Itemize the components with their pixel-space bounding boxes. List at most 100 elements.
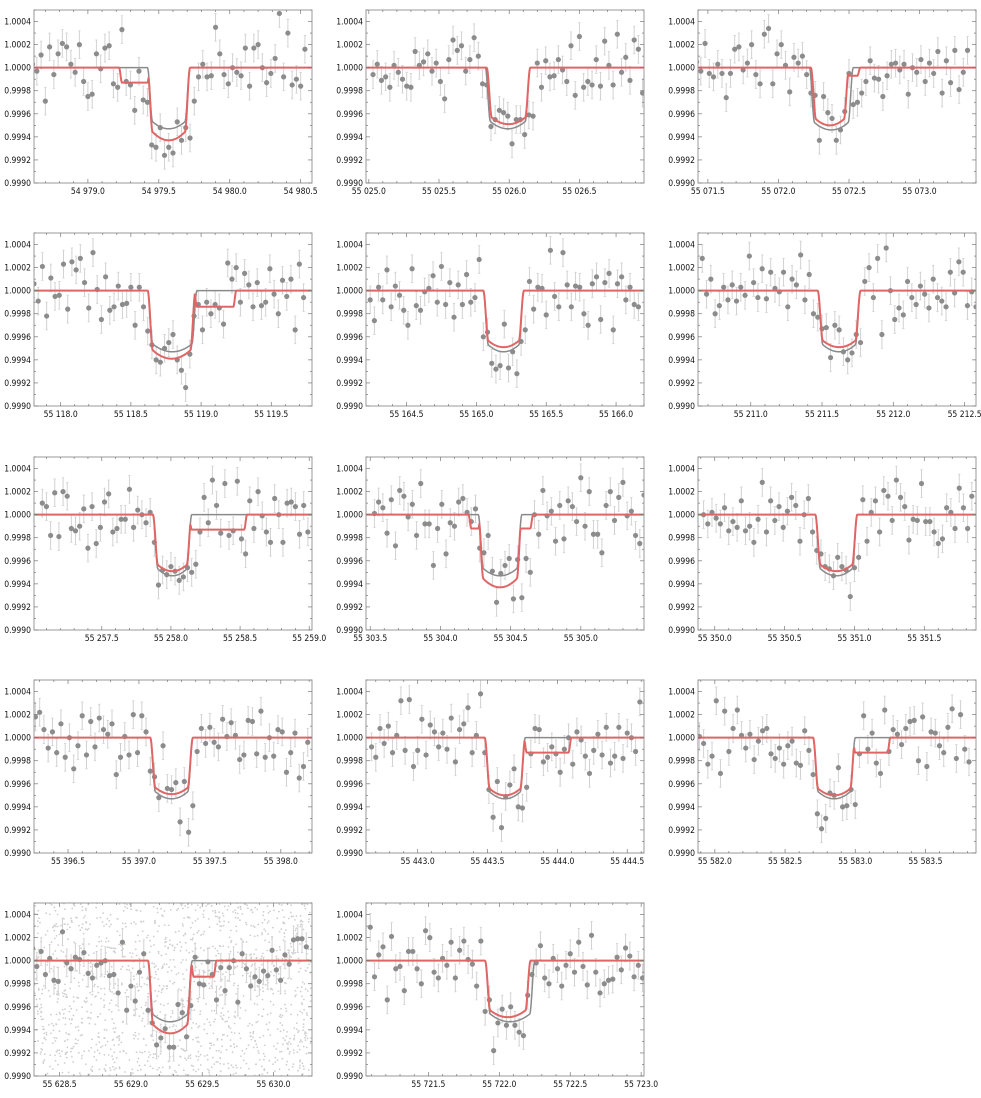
data-point — [110, 81, 117, 87]
background-point — [119, 1051, 121, 1053]
data-point — [785, 304, 791, 310]
background-point — [152, 935, 155, 938]
data-point — [418, 480, 424, 487]
background-point — [213, 1044, 215, 1046]
background-point — [239, 1007, 242, 1009]
y-tick-label: 0.9998 — [4, 534, 31, 544]
background-point — [232, 984, 235, 987]
data-point — [789, 738, 795, 744]
data-point — [547, 247, 554, 253]
background-point — [276, 1028, 279, 1030]
data-point — [423, 752, 429, 758]
background-point — [79, 929, 82, 932]
background-point — [37, 1012, 39, 1015]
data-point — [906, 537, 912, 543]
data-point — [130, 712, 136, 718]
data-point — [564, 282, 570, 288]
x-tick-label: 55 166.0 — [599, 410, 633, 420]
background-point — [43, 1037, 45, 1040]
data-point — [637, 540, 643, 547]
background-point — [84, 915, 86, 917]
background-point — [113, 1051, 116, 1054]
data-point — [88, 718, 94, 725]
data-point — [170, 150, 176, 156]
background-point — [222, 915, 225, 917]
data-point — [740, 67, 746, 73]
background-point — [103, 1028, 106, 1031]
data-point — [522, 327, 528, 333]
background-point — [245, 941, 248, 943]
y-tick-label: 1.0004 — [4, 465, 31, 475]
data-point — [205, 520, 211, 526]
data-point — [380, 297, 386, 303]
data-point — [126, 486, 133, 492]
background-point — [219, 1057, 222, 1060]
y-tick-label: 0.9990 — [336, 626, 363, 636]
background-point — [108, 925, 111, 928]
background-point — [184, 1057, 186, 1059]
data-point — [264, 80, 270, 86]
background-point — [179, 1056, 182, 1058]
data-point — [570, 761, 576, 767]
data-point — [489, 360, 495, 366]
plot-frame — [697, 679, 977, 854]
x-tick-label: 55 026.5 — [562, 187, 596, 197]
data-point — [548, 508, 554, 514]
data-point — [889, 517, 895, 524]
background-point — [222, 945, 225, 947]
y-tick-label: 1.0002 — [4, 711, 31, 721]
background-point — [239, 906, 242, 908]
background-point — [191, 937, 194, 939]
background-point — [159, 1052, 162, 1055]
background-point — [206, 1032, 209, 1035]
data-point — [782, 62, 789, 68]
background-point — [236, 965, 239, 968]
background-point — [115, 1067, 117, 1069]
data-point — [433, 60, 439, 66]
background-point — [40, 1015, 42, 1018]
data-point — [439, 501, 445, 507]
data-point — [628, 508, 634, 514]
data-point — [538, 84, 545, 90]
data-point — [376, 499, 382, 505]
y-tick-label: 0.9990 — [668, 179, 695, 189]
data-point — [452, 759, 459, 765]
background-point — [162, 915, 164, 918]
background-point — [304, 1039, 307, 1041]
data-point — [614, 31, 620, 37]
data-point — [136, 68, 142, 74]
data-point — [81, 279, 88, 286]
data-point — [810, 311, 817, 317]
data-point — [856, 554, 862, 560]
background-point — [199, 906, 202, 909]
data-point — [442, 96, 448, 102]
data-point — [402, 747, 408, 753]
y-tick-label: 1.0002 — [4, 41, 31, 51]
background-point — [256, 1003, 259, 1006]
data-point — [589, 82, 595, 88]
data-point — [620, 479, 626, 485]
background-point — [173, 981, 176, 984]
data-point — [263, 299, 269, 305]
background-point — [192, 1038, 194, 1041]
y-tick-label: 0.9998 — [4, 310, 31, 320]
data-point — [742, 292, 748, 298]
data-point — [431, 729, 438, 735]
data-point — [500, 110, 507, 116]
background-point — [157, 990, 160, 993]
plot-area — [34, 903, 312, 1076]
background-point — [60, 924, 62, 927]
background-point — [63, 918, 65, 920]
background-point — [103, 1004, 106, 1007]
background-point — [142, 1012, 145, 1015]
x-tick-label: 55 443.0 — [401, 857, 435, 867]
background-point — [300, 1002, 303, 1004]
data-point — [106, 491, 112, 497]
x-tick-label: 55 212.5 — [948, 410, 981, 420]
data-point — [778, 42, 784, 48]
data-point — [419, 716, 425, 722]
background-point — [163, 910, 166, 912]
data-point — [262, 754, 268, 760]
data-point — [926, 305, 932, 311]
background-point — [219, 1015, 222, 1017]
